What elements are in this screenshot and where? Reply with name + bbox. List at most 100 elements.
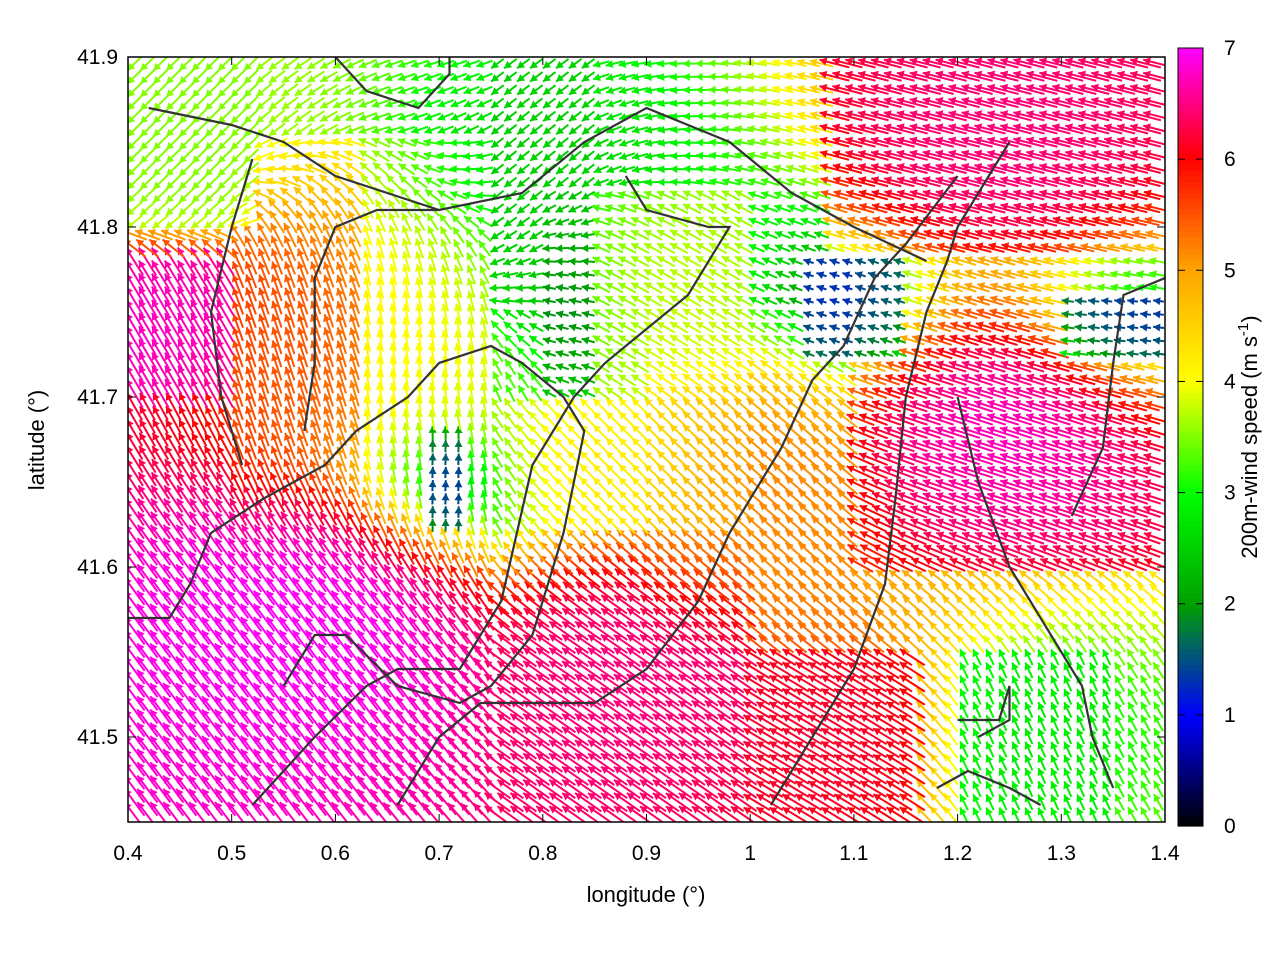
colorbar-segment — [1178, 759, 1203, 765]
colorbar-segment — [1178, 65, 1203, 71]
colorbar-segment — [1178, 270, 1203, 276]
colorbar-segment — [1178, 581, 1203, 587]
colorbar-segment — [1178, 109, 1203, 115]
colorbar-segment — [1178, 348, 1203, 354]
colorbar-segment — [1178, 704, 1203, 710]
colorbar-segment — [1178, 192, 1203, 198]
colorbar-segment — [1178, 276, 1203, 282]
x-tick-label: 0.6 — [321, 842, 350, 865]
x-tick-label: 0.5 — [217, 842, 246, 865]
x-tick-label: 0.9 — [632, 842, 661, 865]
colorbar-segment — [1178, 231, 1203, 237]
colorbar-segment — [1178, 326, 1203, 332]
colorbar-segment — [1178, 142, 1203, 148]
colorbar-segment — [1178, 354, 1203, 360]
colorbar-segment — [1178, 531, 1203, 537]
colorbar-segment — [1178, 570, 1203, 576]
colorbar-segment — [1178, 359, 1203, 365]
colorbar-segment — [1178, 370, 1203, 376]
colorbar-segment — [1178, 81, 1203, 87]
colorbar-segment — [1178, 804, 1203, 810]
colorbar-tick-label: 6 — [1224, 148, 1236, 171]
y-axis-title: latitude (°) — [24, 390, 49, 491]
colorbar-segment — [1178, 504, 1203, 510]
colorbar-segment — [1178, 682, 1203, 688]
x-tick-label: 1.2 — [943, 842, 972, 865]
colorbar-tick-label: 5 — [1224, 259, 1236, 282]
colorbar-segment — [1178, 765, 1203, 771]
x-tick-label: 0.4 — [113, 842, 143, 865]
colorbar-segment — [1178, 76, 1203, 82]
colorbar-segment — [1178, 620, 1203, 626]
colorbar-segment — [1178, 404, 1203, 410]
colorbar-segment — [1178, 809, 1203, 815]
colorbar-segment — [1178, 609, 1203, 615]
colorbar-segment — [1178, 431, 1203, 437]
colorbar-segment — [1178, 98, 1203, 104]
colorbar-segment — [1178, 131, 1203, 137]
colorbar-segment — [1178, 543, 1203, 549]
colorbar-segment — [1178, 126, 1203, 132]
colorbar-segment — [1178, 815, 1203, 821]
colorbar-segment — [1178, 782, 1203, 788]
y-tick-label: 41.7 — [77, 386, 118, 409]
colorbar-segment — [1178, 54, 1203, 60]
colorbar-title-sup: -1 — [1235, 323, 1252, 336]
colorbar-segment — [1178, 454, 1203, 460]
colorbar-segment — [1178, 115, 1203, 121]
colorbar-segment — [1178, 287, 1203, 293]
colorbar-tick-label: 3 — [1224, 482, 1236, 505]
colorbar-segment — [1178, 176, 1203, 182]
x-tick-label: 1.1 — [839, 842, 868, 865]
colorbar-segment — [1178, 654, 1203, 660]
colorbar-segment — [1178, 165, 1203, 171]
colorbar-segment — [1178, 420, 1203, 426]
colorbar-segment — [1178, 615, 1203, 621]
colorbar-segment — [1178, 537, 1203, 543]
colorbar-segment — [1178, 315, 1203, 321]
colorbar-segment — [1178, 743, 1203, 749]
colorbar-segment — [1178, 776, 1203, 782]
colorbar-segment — [1178, 254, 1203, 260]
colorbar-tick-label: 7 — [1224, 37, 1236, 60]
colorbar-segment — [1178, 632, 1203, 638]
colorbar-segment — [1178, 181, 1203, 187]
colorbar-segment — [1178, 448, 1203, 454]
x-tick-label: 0.8 — [528, 842, 557, 865]
colorbar-segment — [1178, 604, 1203, 610]
colorbar-segment — [1178, 381, 1203, 387]
colorbar-segment — [1178, 576, 1203, 582]
colorbar-segment — [1178, 398, 1203, 404]
colorbar-segment — [1178, 215, 1203, 221]
colorbar-segment — [1178, 70, 1203, 76]
colorbar-segment — [1178, 481, 1203, 487]
colorbar-segment — [1178, 343, 1203, 349]
colorbar-segment — [1178, 170, 1203, 176]
colorbar-segment — [1178, 220, 1203, 226]
colorbar-segment — [1178, 498, 1203, 504]
colorbar-segment — [1178, 426, 1203, 432]
colorbar-segment — [1178, 331, 1203, 337]
colorbar-segment — [1178, 793, 1203, 799]
x-tick-label: 1.3 — [1047, 842, 1076, 865]
colorbar-title: 200m-wind speed (m s-1) — [1235, 315, 1262, 558]
x-axis-title: longitude (°) — [587, 882, 706, 907]
colorbar-segment — [1178, 59, 1203, 65]
colorbar-segment — [1178, 509, 1203, 515]
colorbar-segment — [1178, 593, 1203, 599]
colorbar-segment — [1178, 715, 1203, 721]
colorbar-segment — [1178, 515, 1203, 521]
colorbar-segment — [1178, 320, 1203, 326]
colorbar-segment — [1178, 415, 1203, 421]
y-tick-label: 41.5 — [77, 726, 118, 749]
colorbar-segment — [1178, 732, 1203, 738]
x-tick-label: 1.4 — [1150, 842, 1180, 865]
colorbar-segment — [1178, 209, 1203, 215]
colorbar-segment — [1178, 293, 1203, 299]
colorbar-segment — [1178, 281, 1203, 287]
x-tick-label: 0.7 — [424, 842, 453, 865]
colorbar-segment — [1178, 637, 1203, 643]
colorbar-segment — [1178, 387, 1203, 393]
